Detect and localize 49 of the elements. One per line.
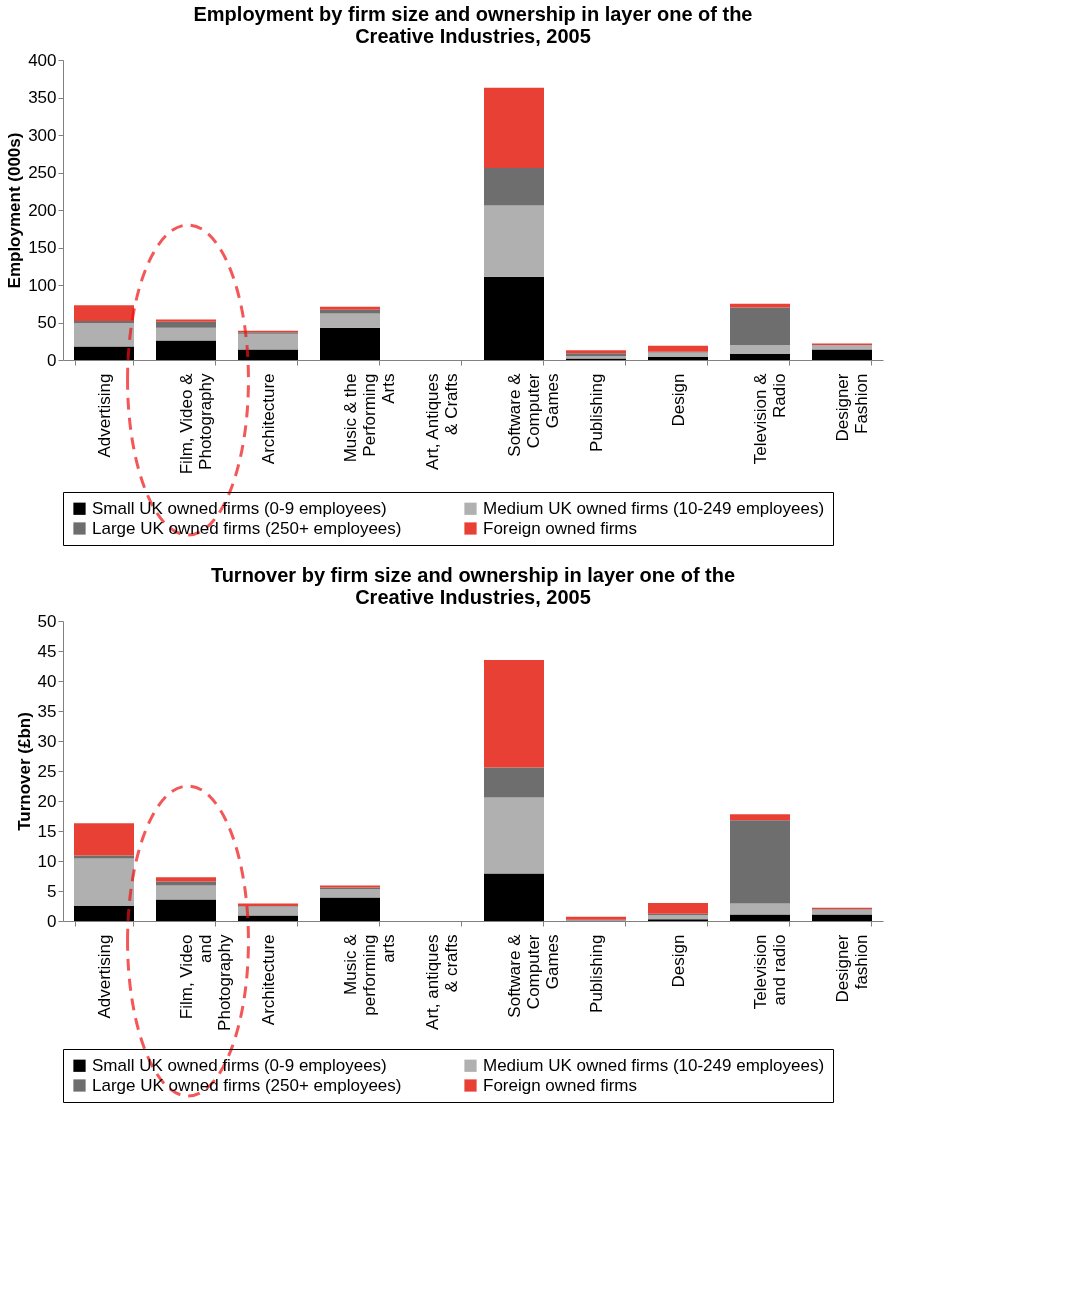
y-tick-label: 150 [28, 238, 57, 257]
legend-label: Small UK owned firms (0-9 employees) [92, 498, 387, 518]
legend-label: Small UK owned firms (0-9 employees) [92, 1055, 387, 1075]
x-tick-label: Architecture [258, 373, 278, 465]
x-tick-label: Design [668, 373, 688, 427]
x-tick-label: Designer Fashion [832, 373, 871, 442]
legend-label: Foreign owned firms [483, 1075, 638, 1095]
x-tick-label: Television & Radio [750, 372, 789, 465]
y-tick-label: 250 [28, 163, 57, 182]
y-tick-label: 50 [37, 313, 57, 332]
x-tick-label: Software & Computer Games [504, 372, 562, 457]
legend-label: Medium UK owned firms (10-249 employees) [483, 1055, 825, 1075]
y-tick-label: 15 [37, 821, 57, 841]
y-tick-label: 20 [37, 791, 57, 811]
x-tick-label: Advertising [94, 373, 114, 458]
x-tick-label: Music & the Performing Arts [340, 373, 398, 463]
y-tick-label: 10 [37, 851, 57, 871]
y-tick-label: 5 [47, 881, 57, 901]
x-tick-label: Film, Video and Photography [176, 934, 234, 1031]
y-tick-label: 200 [28, 200, 57, 220]
chart-title: Employment by firm size and ownership in layer one of the Creative Industries, 2005 [193, 3, 753, 47]
x-tick-label: Design [668, 934, 688, 988]
y-tick-label: 350 [28, 88, 57, 107]
x-tick-label: Publishing [586, 934, 606, 1013]
y-tick-label: 40 [37, 671, 57, 691]
x-tick-label: Publishing [586, 373, 606, 452]
y-tick-label: 400 [28, 50, 57, 70]
chart-title: Turnover by firm size and ownership in layer one of the Creative Industries, 2005 [210, 564, 736, 608]
y-axis-title: Turnover (£bn) [14, 712, 34, 831]
x-tick-label: Film, Video & Photography [176, 372, 215, 475]
legend-label: Foreign owned firms [483, 518, 638, 538]
x-tick-label: Advertising [94, 934, 114, 1019]
y-tick-label: 0 [47, 911, 57, 931]
y-tick-label: 100 [28, 275, 57, 295]
x-tick-label: Designer fashion [832, 934, 871, 1003]
y-tick-label: 35 [37, 701, 57, 721]
x-tick-label: Architecture [258, 934, 278, 1026]
x-tick-label: Music & performing arts [340, 933, 398, 1016]
y-tick-label: 45 [37, 641, 57, 661]
y-axis-title: Employment (000s) [5, 132, 25, 289]
legend-label: Medium UK owned firms (10-249 employees) [483, 498, 825, 518]
y-tick-label: 300 [28, 125, 57, 145]
y-tick-label: 30 [37, 731, 57, 751]
x-tick-label: Software & Computer Games [504, 933, 562, 1018]
y-tick-label: 50 [37, 611, 57, 631]
x-tick-label: Art, Antiques & Crafts [422, 373, 461, 470]
x-tick-label: Television and radio [750, 934, 789, 1010]
y-tick-label: 25 [37, 761, 57, 781]
y-tick-label: 0 [47, 350, 57, 370]
